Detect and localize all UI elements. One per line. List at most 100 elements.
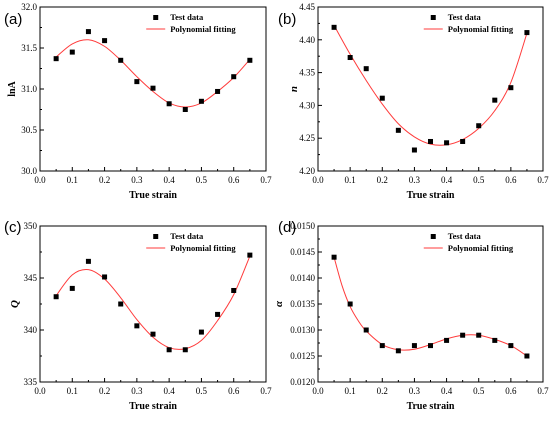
fit-curve bbox=[333, 25, 528, 146]
data-point bbox=[85, 258, 91, 264]
y-tick-label: 0.0145 bbox=[290, 247, 315, 257]
y-tick-label: 32.0 bbox=[21, 2, 37, 12]
data-point bbox=[492, 97, 498, 103]
x-tick-label: 0.0 bbox=[34, 386, 46, 396]
data-point bbox=[118, 57, 124, 63]
x-tick-label: 0.3 bbox=[131, 386, 143, 396]
data-point bbox=[347, 55, 353, 61]
x-tick-label: 0.6 bbox=[505, 386, 517, 396]
data-point bbox=[215, 311, 221, 317]
data-point bbox=[53, 56, 59, 62]
panel-c: (c) 0.0 0.1 0.2 0.3 0.4 0.5 0.6 0.7 335 340 345 350 T… bbox=[4, 219, 272, 412]
data-point bbox=[524, 30, 530, 36]
x-tick-label: 0.0 bbox=[312, 175, 324, 185]
data-point bbox=[508, 343, 514, 349]
data-point bbox=[460, 138, 466, 144]
x-axis-title: True strain bbox=[407, 190, 455, 201]
legend-marker-test bbox=[430, 234, 436, 239]
fit-curve bbox=[55, 255, 251, 350]
legend-label-fit: Polynomial fitting bbox=[448, 243, 514, 253]
y-axis-title: α bbox=[273, 300, 285, 307]
x-tick-label: 0.1 bbox=[345, 175, 356, 185]
data-point bbox=[492, 337, 498, 343]
y-tick-label: 0.0150 bbox=[290, 221, 315, 231]
data-point bbox=[331, 24, 337, 30]
legend-label-test: Test data bbox=[448, 231, 482, 241]
y-tick-label: 31.0 bbox=[21, 84, 37, 94]
legend-label-test: Test data bbox=[170, 231, 204, 241]
x-tick-label: 0.7 bbox=[537, 175, 549, 185]
y-tick-label: 0.0120 bbox=[290, 377, 315, 387]
data-point bbox=[166, 347, 172, 353]
x-tick-label: 0.4 bbox=[441, 175, 453, 185]
y-tick-label: 0.0135 bbox=[290, 299, 315, 309]
data-point bbox=[150, 85, 156, 91]
data-point bbox=[460, 332, 466, 338]
data-point bbox=[428, 138, 433, 144]
panel-label: (a) bbox=[4, 11, 22, 28]
data-point bbox=[379, 343, 385, 349]
data-point bbox=[395, 127, 401, 133]
data-point bbox=[215, 88, 221, 94]
x-tick-label: 0.1 bbox=[67, 386, 78, 396]
y-tick-label: 30.0 bbox=[21, 166, 37, 176]
data-point bbox=[182, 347, 188, 353]
data-point bbox=[363, 66, 369, 72]
data-point bbox=[231, 74, 237, 80]
data-point bbox=[231, 287, 237, 293]
legend-marker-test bbox=[153, 15, 159, 20]
x-tick-label: 0.5 bbox=[196, 175, 208, 185]
x-tick-label: 0.7 bbox=[260, 175, 272, 185]
panel-label: (d) bbox=[278, 219, 296, 236]
data-point bbox=[134, 79, 140, 85]
data-point bbox=[134, 323, 140, 329]
data-point bbox=[411, 147, 417, 153]
y-tick-label: 4.35 bbox=[299, 68, 315, 78]
legend-marker-test bbox=[153, 234, 159, 239]
y-axis-title: n bbox=[288, 86, 300, 92]
x-tick-label: 0.6 bbox=[505, 175, 517, 185]
y-tick-label: 4.25 bbox=[299, 133, 315, 143]
data-point bbox=[411, 343, 417, 349]
y-tick-label: 4.30 bbox=[299, 100, 315, 110]
y-tick-label: 340 bbox=[24, 325, 38, 335]
x-tick-label: 0.1 bbox=[67, 175, 78, 185]
x-tick-label: 0.2 bbox=[377, 386, 388, 396]
data-point bbox=[85, 29, 91, 35]
legend-label-test: Test data bbox=[170, 12, 204, 22]
y-tick-label: 335 bbox=[24, 377, 38, 387]
x-tick-label: 0.3 bbox=[409, 386, 421, 396]
x-tick-label: 0.2 bbox=[99, 175, 110, 185]
x-tick-label: 0.6 bbox=[228, 175, 240, 185]
x-tick-label: 0.3 bbox=[131, 175, 143, 185]
x-axis-title: True strain bbox=[407, 401, 455, 412]
data-point bbox=[53, 294, 59, 300]
x-tick-label: 0.4 bbox=[164, 175, 176, 185]
data-point bbox=[379, 95, 385, 101]
y-tick-label: 0.0130 bbox=[290, 325, 315, 335]
x-tick-label: 0.4 bbox=[441, 386, 453, 396]
data-point bbox=[247, 252, 253, 258]
x-tick-label: 0.0 bbox=[312, 386, 324, 396]
panel-d: (d) 0.0 0.1 0.2 0.3 0.4 0.5 0.6 0.7 0.0120 0.0125 0… bbox=[273, 219, 549, 412]
data-point bbox=[331, 254, 337, 260]
data-point bbox=[395, 348, 401, 354]
fit-curve bbox=[333, 257, 528, 357]
x-tick-label: 0.5 bbox=[473, 175, 485, 185]
data-point bbox=[476, 332, 482, 338]
y-tick-label: 4.45 bbox=[299, 2, 315, 12]
x-tick-label: 0.7 bbox=[537, 386, 549, 396]
y-tick-label: 31.5 bbox=[21, 43, 37, 53]
data-point bbox=[444, 337, 450, 343]
legend-label-fit: Polynomial fitting bbox=[170, 24, 236, 34]
data-point bbox=[444, 140, 450, 146]
data-point bbox=[198, 98, 204, 104]
x-tick-label: 0.5 bbox=[473, 386, 485, 396]
x-tick-label: 0.4 bbox=[164, 386, 176, 396]
x-axis-title: True strain bbox=[129, 190, 177, 201]
x-tick-label: 0.2 bbox=[99, 386, 110, 396]
data-point bbox=[102, 38, 108, 44]
y-tick-label: 345 bbox=[24, 273, 38, 283]
y-tick-label: 30.5 bbox=[21, 125, 37, 135]
data-point bbox=[118, 301, 124, 307]
